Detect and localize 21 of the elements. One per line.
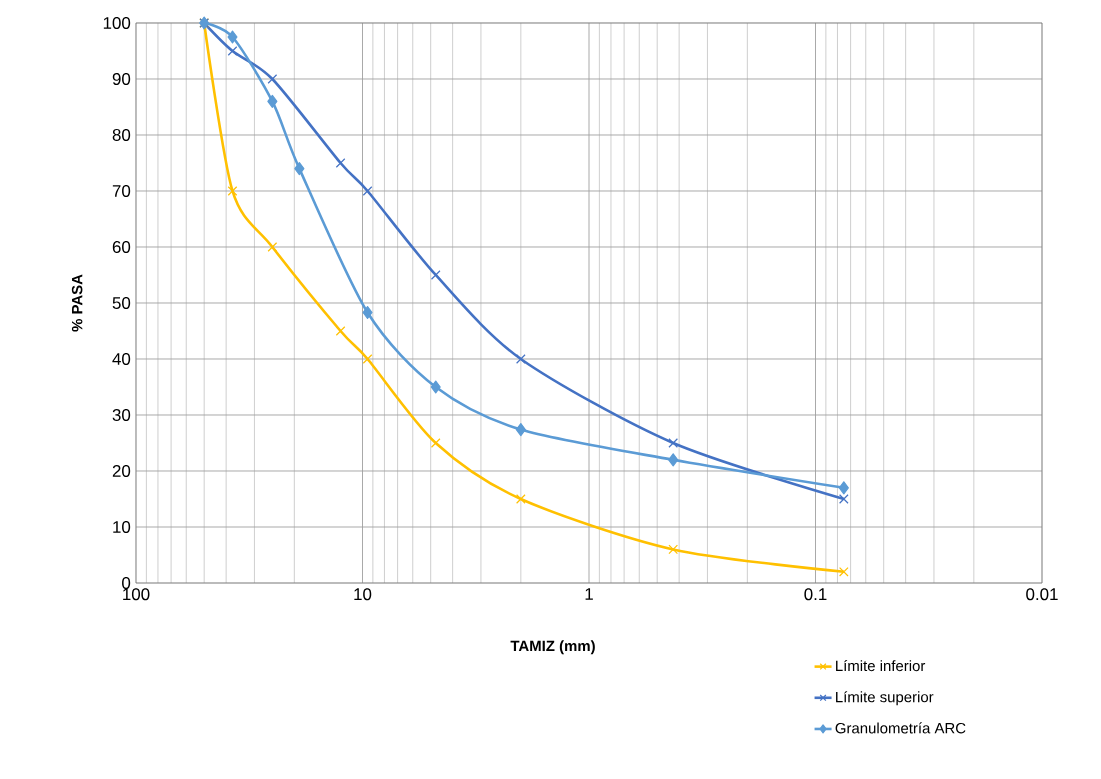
x-tick-label: 100	[123, 588, 150, 601]
x-axis-title: TAMIZ (mm)	[510, 640, 595, 655]
y-tick-label: 70	[112, 185, 131, 197]
y-tick-label: 90	[112, 73, 131, 85]
x-tick-label: 1	[585, 588, 593, 600]
y-tick-label: 60	[112, 241, 131, 253]
x-tick-label: 0.1	[804, 588, 827, 601]
y-tick-label: 0	[122, 577, 131, 589]
legend-label: Granulometría ARC	[835, 722, 966, 734]
y-tick-label: 100	[103, 16, 131, 29]
y-tick-label: 50	[112, 297, 131, 309]
y-axis-title: % PASA	[71, 274, 83, 332]
legend-label: Límite inferior	[836, 659, 926, 672]
y-tick-label: 40	[112, 353, 131, 365]
legend-label: Límite superior	[836, 691, 934, 706]
x-tick-label: 0.01	[1026, 588, 1058, 601]
y-tick-label: 20	[112, 465, 131, 477]
y-tick-label: 80	[112, 129, 131, 141]
y-tick-label: 30	[112, 409, 131, 421]
x-tick-label: 10	[354, 588, 372, 601]
y-tick-label: 10	[113, 521, 131, 533]
